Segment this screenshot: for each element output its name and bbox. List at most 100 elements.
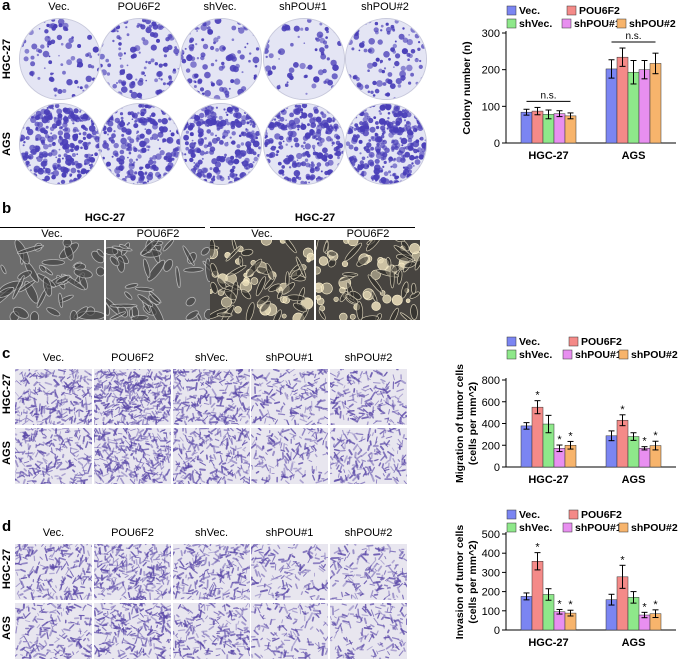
colony-dish (345, 103, 427, 185)
chart-group: 0 100 200 300 Colony number (n) HGC-27 n.s. AGS… (461, 5, 676, 162)
legend-swatch (506, 349, 517, 360)
legend-label: Vec. (519, 509, 540, 521)
column-label: shVec. (194, 527, 229, 539)
transwell-field (173, 603, 250, 659)
transwell-field (251, 428, 328, 484)
transwell-field (330, 603, 407, 659)
ns-annotation: n.s. (625, 31, 641, 42)
panel-b-label: b (2, 200, 12, 217)
ns-annotation: n.s. (540, 90, 556, 101)
y-tick-label: 400 (482, 548, 500, 560)
x-tick-label: HGC-27 (528, 150, 568, 162)
y-tick-label: 0 (494, 138, 500, 150)
phase-contrast-image (316, 240, 420, 320)
column-label: Vec. (41, 228, 63, 240)
column-label: shPOU#1 (265, 527, 314, 539)
column-label: shPOU#1 (265, 352, 314, 364)
legend-label: POU6F2 (581, 509, 622, 521)
x-tick-label: AGS (622, 150, 646, 162)
y-tick-label: 500 (482, 529, 500, 541)
panel-a-label: a (2, 0, 11, 14)
significance-star: * (568, 430, 573, 442)
legend-swatch (568, 509, 579, 520)
significance-star: * (642, 601, 647, 613)
colony-dish (263, 103, 345, 185)
significance-star: * (653, 599, 658, 611)
group-underline (210, 227, 415, 228)
legend-swatch (506, 18, 517, 29)
legend-label: shVec. (519, 522, 552, 534)
significance-star: * (620, 404, 625, 416)
transwell-field (251, 369, 328, 425)
phase-contrast-image (210, 240, 314, 320)
y-tick-label: 200 (482, 440, 500, 452)
y-axis-label: (cells per mm^2) (467, 382, 479, 465)
legend-swatch (561, 18, 572, 29)
column-label: Vec. (42, 352, 65, 364)
transwell-field (94, 544, 171, 600)
transwell-field (15, 428, 92, 484)
group-title: HGC-27 (84, 212, 126, 224)
column-label: shPOU#2 (344, 527, 393, 539)
group-underline (0, 227, 205, 228)
significance-star: * (535, 542, 540, 554)
legend-swatch (506, 336, 517, 347)
legend-swatch (562, 522, 573, 533)
legend-label: shVec. (519, 349, 552, 361)
phase-contrast-image (106, 240, 210, 320)
y-axis-label: (cells per mm^2) (467, 540, 479, 623)
y-tick-label: 0 (494, 462, 500, 474)
chart-group: 0 200 400 600 800 Migration of tumor cells (ce… (454, 336, 678, 486)
transwell-field (94, 428, 171, 484)
column-label: POU6F2 (111, 527, 154, 539)
transwell-field (173, 428, 250, 484)
colony-dish (345, 18, 427, 100)
colony-dish (99, 18, 181, 100)
legend-label: POU6F2 (581, 336, 622, 348)
legend-swatch (618, 349, 629, 360)
chart-group: 0 100 200 300 400 500 Invasion of tumor cells(… (454, 509, 678, 649)
column-label: POU6F2 (117, 1, 161, 13)
legend-swatch (506, 522, 517, 533)
significance-star: * (568, 599, 573, 611)
y-tick-label: 200 (482, 65, 500, 77)
y-tick-label: 300 (482, 567, 500, 579)
column-label: POU6F2 (346, 228, 390, 240)
bar (531, 561, 544, 631)
transwell-field (251, 603, 328, 659)
y-axis-label: Invasion of tumor cells (454, 525, 466, 640)
y-tick-label: 100 (482, 101, 500, 113)
legend-label: shPOU#1 (575, 349, 622, 361)
transwell-field (15, 544, 92, 600)
transwell-field (173, 544, 250, 600)
column-label: shVec. (194, 352, 229, 364)
legend-swatch (568, 336, 579, 347)
column-label: POU6F2 (111, 352, 154, 364)
x-tick-label: AGS (622, 637, 646, 649)
significance-star: * (557, 598, 562, 610)
colony-dish (180, 18, 262, 100)
legend-swatch (616, 18, 627, 29)
column-label: shPOU#2 (361, 1, 409, 13)
significance-star: * (535, 390, 540, 402)
transwell-field (15, 603, 92, 659)
transwell-field (173, 369, 250, 425)
y-tick-label: 100 (482, 606, 500, 618)
colony-dish (180, 103, 262, 185)
colony-dish (99, 103, 181, 185)
transwell-field (251, 544, 328, 600)
column-label: POU6F2 (136, 228, 180, 240)
legend-label: shPOU#2 (629, 18, 676, 30)
column-label: Vec. (42, 527, 65, 539)
column-label: Vec. (251, 228, 273, 240)
significance-star: * (653, 430, 658, 442)
colony-dish (19, 103, 101, 185)
y-tick-label: 200 (482, 587, 500, 599)
legend-label: Vec. (519, 336, 540, 348)
colony-dish (19, 18, 101, 100)
transwell-field (330, 428, 407, 484)
phase-contrast-image (0, 240, 104, 320)
bar (520, 596, 533, 631)
legend-swatch (618, 522, 629, 533)
